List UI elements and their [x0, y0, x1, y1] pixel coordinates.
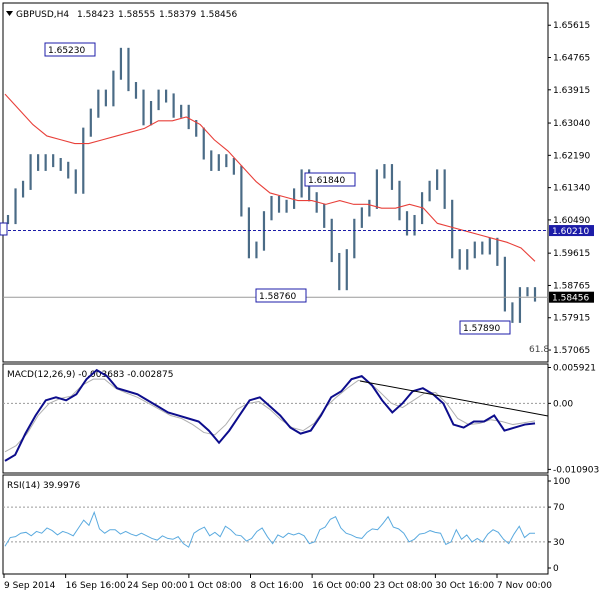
price-panel: GBPUSD,H4 1.58423 1.58555 1.58379 1.5845… — [0, 2, 594, 363]
rsi-panel-frame — [2, 474, 549, 575]
macd-tick-label: -0.010903 — [553, 465, 599, 475]
time-tick-label: 1 Oct 08:00 — [189, 581, 242, 591]
dropdown-triangle-icon[interactable] — [6, 11, 13, 16]
price-tick-label: 1.58765 — [553, 281, 590, 291]
time-axis: 9 Sep 2014 16 Sep 16:00 24 Sep 00:00 1 Oct … — [3, 574, 552, 591]
ohlc-low: 1.58379 — [159, 10, 196, 20]
price-tick-label: 1.59615 — [553, 249, 590, 259]
price-axis-ticks: 1.65615 1.64765 1.63915 1.63040 1.62190 1.613… — [548, 21, 590, 356]
price-tick-label: 1.57065 — [553, 346, 590, 356]
ohlc-open: 1.58423 — [77, 10, 114, 20]
price-tick-label: 1.62190 — [553, 151, 590, 161]
rsi-line — [4, 510, 535, 548]
rsi-panel: RSI(14) 39.9976 100 70 30 0 — [2, 474, 570, 575]
macd-tick-label: 0.005921 — [553, 364, 596, 374]
time-tick-label: 16 Oct 00:00 — [312, 581, 371, 591]
macd-signal-line — [4, 378, 536, 453]
price-bars — [6, 47, 537, 323]
macd-axis-ticks: 0.005921 0.00 -0.010903 — [548, 364, 599, 475]
rsi-panel-title: RSI(14) 39.9976 — [7, 481, 80, 491]
time-tick-label: 8 Oct 16:00 — [251, 581, 304, 591]
moving-average-line — [4, 93, 536, 262]
svg-text:1.65230: 1.65230 — [48, 46, 85, 56]
rsi-tick-label: 70 — [553, 503, 565, 513]
ohlc-high: 1.58555 — [118, 10, 155, 20]
rsi-axis-ticks: 100 70 30 0 — [548, 477, 570, 574]
current-price-tag — [549, 291, 594, 303]
rsi-tick-label: 30 — [553, 538, 565, 548]
time-tick-label: 23 Oct 08:00 — [374, 581, 433, 591]
svg-text:1.57890: 1.57890 — [463, 324, 500, 334]
time-tick-label: 7 Nov 00:00 — [497, 581, 552, 591]
macd-trendline — [359, 380, 549, 417]
time-tick-label: 9 Sep 2014 — [4, 581, 56, 591]
annotation-swing-low: 1.58760 — [255, 288, 307, 303]
annotation-high: 1.65230 — [44, 42, 96, 57]
level-price-tag-label: 1.60210 — [552, 227, 589, 237]
level-price-tag — [549, 225, 594, 237]
price-tick-label: 1.63915 — [553, 86, 590, 96]
price-tick-label: 1.57915 — [553, 314, 590, 324]
svg-text:1.61840: 1.61840 — [308, 176, 345, 186]
price-tick-label: 1.61340 — [553, 184, 590, 194]
fibonacci-label: 61.8 — [529, 345, 549, 355]
svg-text:1.58760: 1.58760 — [259, 292, 296, 302]
ohlc-close: 1.58456 — [200, 10, 237, 20]
rsi-tick-label: 100 — [553, 477, 570, 487]
price-panel-title: GBPUSD,H4 — [16, 10, 69, 20]
time-tick-label: 16 Sep 16:00 — [66, 581, 126, 591]
macd-tick-label: 0.00 — [553, 399, 573, 409]
annotation-low: 1.57890 — [459, 320, 511, 335]
price-tick-label: 1.63040 — [553, 119, 590, 129]
time-tick-label: 30 Oct 16:00 — [435, 581, 494, 591]
price-tick-label: 1.64765 — [553, 54, 590, 64]
price-tick-label: 1.60490 — [553, 216, 590, 226]
rsi-tick-label: 0 — [553, 564, 559, 574]
left-edge-label-box — [0, 222, 8, 236]
macd-line — [4, 368, 536, 462]
price-tick-label: 1.65615 — [553, 21, 590, 31]
macd-panel: MACD(12,26,9) -0.003683 -0.002875 0.0059… — [2, 363, 599, 475]
annotation-swing-high: 1.61840 — [304, 172, 356, 187]
current-price-tag-label: 1.58456 — [552, 294, 589, 304]
price-panel-frame — [2, 2, 549, 363]
macd-panel-frame — [2, 363, 549, 474]
time-tick-label: 24 Sep 00:00 — [127, 581, 187, 591]
